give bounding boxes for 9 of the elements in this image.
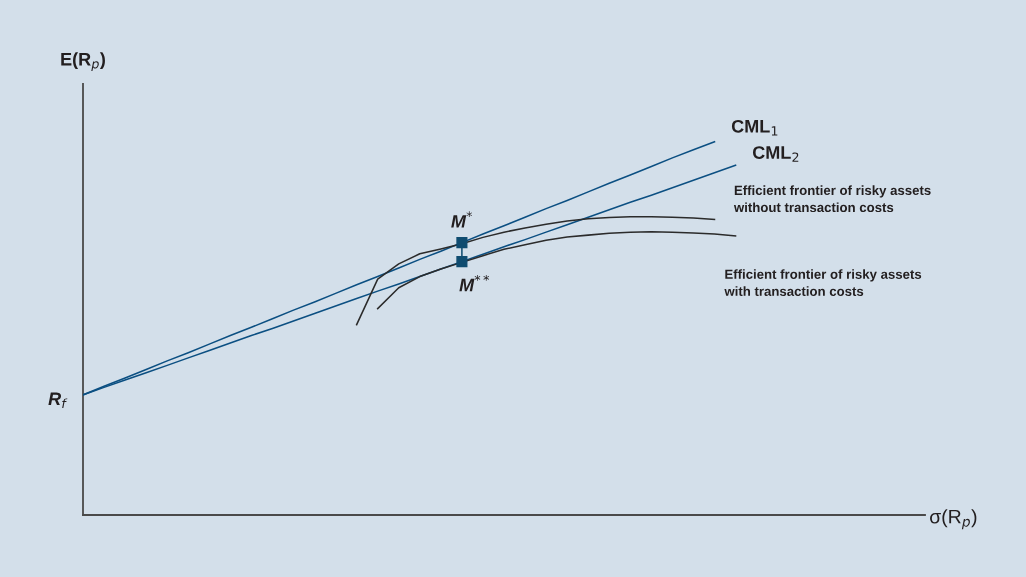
- text: R$_{f}$: [48, 392, 68, 408]
- series-label: M$^{*}$: [451, 211, 473, 228]
- y-axis-title: E(R$_{p}$): [61, 52, 105, 71]
- series-label: CML$_{2}$: [752, 146, 799, 162]
- x-axis-title: σ(R$_{p}$): [930, 509, 977, 530]
- legend-label: M$^{**}$: [459, 274, 490, 292]
- series-label: Efficient frontier of risky assets without transaction costs: [733, 185, 931, 213]
- text: Efficient frontier of risky assets with transaction costs: [724, 269, 922, 296]
- series-label: CML$_{1}$: [731, 119, 778, 136]
